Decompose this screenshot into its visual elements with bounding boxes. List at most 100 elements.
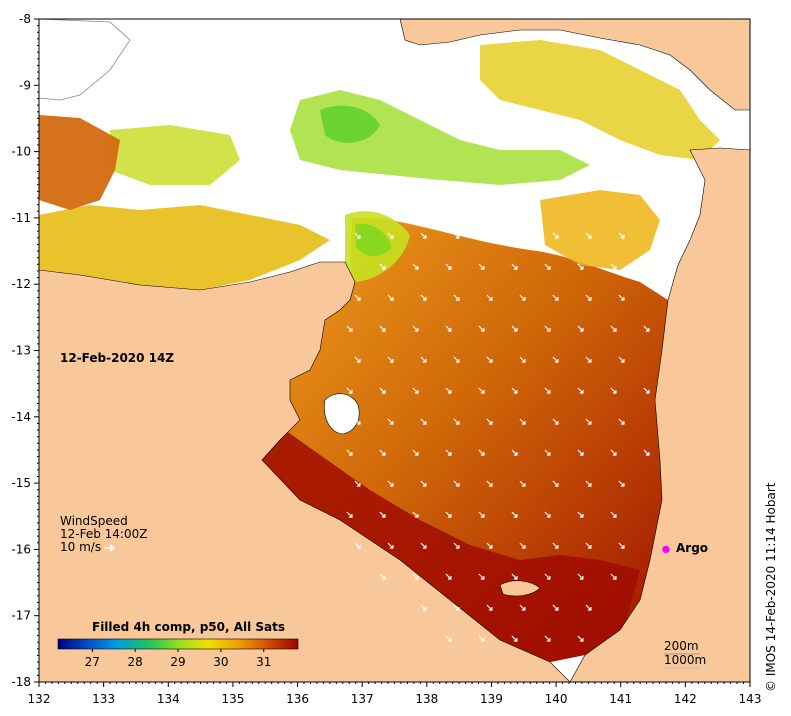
wind-arrow-icon [544,325,551,332]
wind-arrow-icon [618,356,625,363]
wind-arrow-icon [643,387,650,394]
wind-arrow-icon [412,263,419,270]
wind-arrow-icon [445,573,452,580]
wind-arrow-icon [453,480,460,487]
lat-tick-label: -8 [19,12,31,26]
wind-arrow-icon [354,232,361,239]
wind-arrow-icon [511,387,518,394]
colorbar-tick-label: 30 [213,655,228,669]
wind-arrow-icon [552,542,559,549]
wind-arrow-icon [412,387,419,394]
wind-arrow-icon [552,480,559,487]
wind-arrow-icon [420,356,427,363]
land-new-guinea [399,19,750,111]
wind-arrow-icon [552,604,559,611]
wind-arrow-icon [577,449,584,456]
wind-arrow-icon [387,418,394,425]
wind-arrow-icon [544,635,551,642]
wind-arrow-icon [577,511,584,518]
wind-arrow-icon [585,542,592,549]
lat-tick-label: -10 [11,145,31,159]
wind-arrow-icon [412,573,419,580]
sst-patch-arafura-1 [39,205,330,290]
wind-arrow-icon [420,480,427,487]
sst-field-gulf [262,217,668,663]
wind-arrow-icon [379,511,386,518]
wind-arrow-icon [346,511,353,518]
wind-legend-arrow-icon [104,544,116,552]
wind-arrow-icon [354,542,361,549]
wind-arrow-icon [478,573,485,580]
lat-tick-label: -17 [11,609,31,623]
wind-arrow-icon [379,263,386,270]
wind-arrow-icon [379,449,386,456]
lon-tick-label: 133 [92,692,115,706]
wind-arrow-icon [544,387,551,394]
wind-arrow-icon [610,573,617,580]
wind-arrow-icon [610,449,617,456]
wind-arrow-icon [519,418,526,425]
colorbar-tick-label: 31 [256,655,271,669]
wind-arrow-icon [486,232,493,239]
wind-arrow-icon [445,635,452,642]
wind-arrow-field [346,232,650,642]
wind-arrow-icon [453,232,460,239]
wind-arrow-icon [618,232,625,239]
wind-arrow-icon [379,325,386,332]
wind-arrow-icon [585,232,592,239]
wind-arrow-icon [478,387,485,394]
wind-arrow-icon [412,325,419,332]
wind-arrow-icon [585,604,592,611]
wind-arrow-icon [585,294,592,301]
wind-arrow-icon [519,294,526,301]
wind-legend-time: 12-Feb 14:00Z [60,527,147,541]
wind-arrow-icon [577,263,584,270]
land-tiwi-strip [39,19,131,101]
wind-arrow-icon [618,480,625,487]
wind-arrow-icon [453,604,460,611]
wind-arrow-icon [519,542,526,549]
lon-tick-label: 142 [674,692,697,706]
wind-arrow-icon [387,294,394,301]
wind-arrow-icon [420,232,427,239]
date-label: 12-Feb-2020 14Z [60,351,174,365]
colorbar-ramp [57,638,299,650]
wind-arrow-icon [544,263,551,270]
wind-arrow-icon [486,294,493,301]
argo-label: Argo [676,541,708,555]
lon-tick-label: 143 [739,692,762,706]
wind-arrow-icon [519,604,526,611]
mornington-island [499,580,541,597]
imos-credit: © IMOS 14-Feb-2020 11:14 Hobart [764,482,778,692]
wind-arrow-icon [585,356,592,363]
wind-arrow-icon [387,232,394,239]
wind-arrow-icon [643,263,650,270]
sst-patch-arafura-3 [39,115,120,210]
wind-arrow-icon [610,511,617,518]
wind-arrow-icon [544,511,551,518]
lat-tick-label: -18 [11,675,31,689]
wind-arrow-icon [486,604,493,611]
wind-arrow-icon [519,356,526,363]
wind-arrow-icon [478,449,485,456]
wind-arrow-icon [478,325,485,332]
wind-arrow-icon [544,573,551,580]
wind-arrow-icon [643,449,650,456]
land-arnhem-land [39,261,571,682]
wind-arrow-icon [511,449,518,456]
wind-arrow-icon [412,511,419,518]
lat-tick-label: -15 [11,476,31,490]
argo-marker-icon [662,545,670,554]
lon-tick-label: 137 [351,692,374,706]
wind-arrow-icon [552,294,559,301]
wind-arrow-icon [519,232,526,239]
wind-arrow-icon [453,356,460,363]
sst-field-south-warm [262,430,640,662]
wind-arrow-icon [618,294,625,301]
wind-arrow-icon [387,480,394,487]
wind-arrow-icon [552,232,559,239]
wind-arrow-icon [486,542,493,549]
wind-legend-title: WindSpeed [60,514,128,528]
wind-arrow-icon [346,449,353,456]
